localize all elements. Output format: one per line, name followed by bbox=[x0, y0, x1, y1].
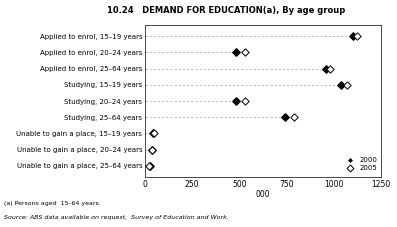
2000 bbox=[338, 83, 345, 87]
2005 bbox=[151, 132, 158, 135]
2000 bbox=[232, 99, 239, 103]
X-axis label: 000: 000 bbox=[256, 190, 270, 199]
2005 bbox=[242, 99, 248, 103]
2000 bbox=[232, 51, 239, 54]
Text: 10.24   DEMAND FOR EDUCATION(a), By age group: 10.24 DEMAND FOR EDUCATION(a), By age gr… bbox=[107, 6, 345, 15]
2005 bbox=[327, 67, 333, 70]
2005 bbox=[291, 115, 297, 119]
2005 bbox=[344, 83, 350, 87]
2000 bbox=[148, 148, 155, 151]
2000 bbox=[350, 35, 356, 38]
2005 bbox=[353, 35, 360, 38]
2000 bbox=[146, 164, 153, 168]
2000 bbox=[150, 132, 156, 135]
2000 bbox=[281, 115, 288, 119]
Text: Source: ABS data available on request,  Survey of Education and Work.: Source: ABS data available on request, S… bbox=[4, 215, 229, 220]
2005 bbox=[149, 148, 156, 151]
Text: (a) Persons aged  15–64 years.: (a) Persons aged 15–64 years. bbox=[4, 201, 101, 206]
2000 bbox=[323, 67, 330, 70]
2005 bbox=[146, 164, 152, 168]
Legend: 2000, 2005: 2000, 2005 bbox=[342, 157, 378, 172]
2005 bbox=[242, 51, 248, 54]
